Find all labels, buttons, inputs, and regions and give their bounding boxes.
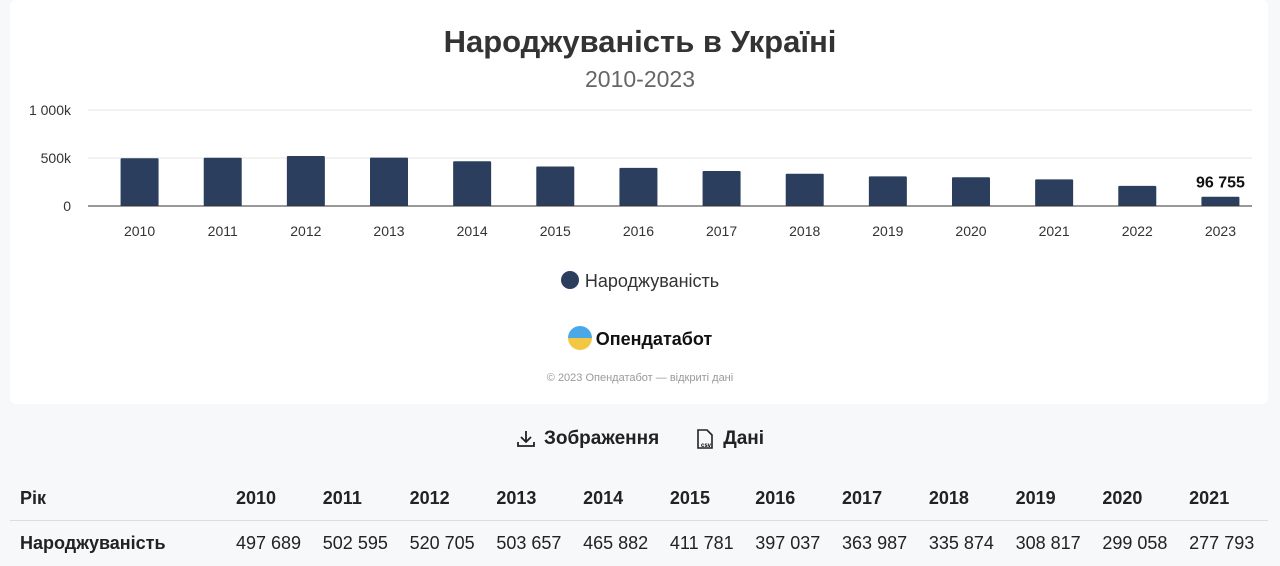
- x-tick-label: 2023: [1205, 223, 1236, 239]
- column-header: 2014: [575, 478, 662, 521]
- column-header: 2016: [747, 478, 835, 521]
- bar-2020[interactable]: [952, 177, 990, 206]
- bar-2011[interactable]: [203, 157, 242, 206]
- bar-2010[interactable]: [120, 158, 159, 206]
- table-cell: 335 874: [928, 532, 994, 553]
- x-tick-label: 2022: [1122, 223, 1153, 239]
- x-tick-label: 2014: [457, 223, 488, 239]
- table-cell: 308 817: [1015, 532, 1081, 553]
- column-header: 2012: [401, 478, 489, 521]
- legend-label: Народжуваність: [584, 271, 720, 291]
- table-row: Народжуваність 497 689 502 595 520 705 503 6…: [10, 520, 1268, 566]
- table-cell: 411 781: [669, 532, 734, 553]
- x-tick-label: 2011: [208, 223, 238, 239]
- column-header: Рік: [10, 478, 228, 521]
- bar-2013[interactable]: [370, 157, 408, 206]
- y-tick-label: 1 000k: [29, 102, 72, 118]
- column-header: 2021: [1181, 478, 1268, 521]
- bar-2015[interactable]: [536, 166, 575, 206]
- table-cell: 363 987: [842, 532, 908, 553]
- table-cell: Народжуваність: [20, 532, 166, 553]
- download-data-label: Дані: [723, 428, 765, 449]
- bar-2018[interactable]: [785, 173, 824, 206]
- legend-dot-icon: [560, 271, 579, 289]
- table-cell: 299 058: [1102, 532, 1168, 553]
- x-tick-label: 2012: [290, 223, 321, 239]
- column-header: 2018: [920, 478, 1008, 521]
- table-cell: 397 037: [755, 532, 821, 553]
- logo-icon: [567, 326, 592, 350]
- x-tick-label: 2021: [1039, 223, 1070, 239]
- chart-title: Народжуваність в Україні: [443, 24, 837, 59]
- x-tick-label: 2010: [124, 223, 155, 239]
- x-tick-label: 2017: [706, 223, 737, 239]
- x-tick-label: 2020: [955, 223, 986, 239]
- y-tick-label: 0: [63, 198, 71, 214]
- x-tick-label: 2018: [789, 223, 820, 239]
- column-header: 2019: [1007, 478, 1095, 521]
- logo: Опендатабот: [0, 326, 1280, 350]
- column-header: 2015: [661, 478, 748, 521]
- table-cell: 503 657: [496, 532, 562, 553]
- bar-2014[interactable]: [453, 161, 492, 206]
- table-cell: 497 689: [236, 532, 302, 553]
- legend-item[interactable]: Народжуваність: [0, 271, 1280, 292]
- bar-2021[interactable]: [1035, 179, 1074, 206]
- logo-text: Опендатабот: [595, 329, 713, 349]
- y-tick-label: 500k: [41, 150, 72, 166]
- download-data-button[interactable]: csv Дані: [695, 428, 764, 450]
- x-tick-label: 2016: [623, 223, 654, 239]
- bar-chart: 0 500k 1 000k 2010 2011 2012 2013 2014 2015 2016 2…: [29, 102, 1252, 239]
- table-cell: 520 705: [409, 532, 475, 553]
- chart-subtitle: 2010-2023: [585, 66, 695, 92]
- bar-2022[interactable]: [1118, 185, 1157, 206]
- bar-2016[interactable]: [619, 167, 658, 206]
- download-image-button[interactable]: Зображення: [516, 428, 659, 450]
- bar-2019[interactable]: [868, 176, 907, 206]
- table-cell: 277 793: [1189, 532, 1255, 553]
- column-header: 2020: [1094, 478, 1182, 521]
- column-header: 2010: [228, 478, 315, 521]
- table-cell: 502 595: [322, 532, 388, 553]
- bar-2017[interactable]: [702, 171, 741, 206]
- column-header: 2017: [834, 478, 921, 521]
- table-cell: 465 882: [583, 532, 649, 553]
- csv-file-icon: csv: [697, 429, 713, 449]
- x-tick-label: 2013: [373, 223, 404, 239]
- bar-2023[interactable]: [1201, 196, 1240, 206]
- x-tick-label: 2015: [540, 223, 571, 239]
- column-header: 2013: [488, 478, 576, 521]
- data-table: Рік 2010 2011 2012 2013 2014 2015 2016 2017 2018 2…: [10, 478, 1268, 566]
- download-icon: [517, 431, 535, 447]
- bar-2012[interactable]: [286, 156, 325, 206]
- data-label: 96 755: [1196, 175, 1245, 192]
- svg-text:csv: csv: [701, 443, 712, 449]
- copyright: © 2023 Опендатабот — відкриті дані: [546, 372, 734, 384]
- x-tick-label: 2019: [872, 223, 903, 239]
- download-image-label: Зображення: [543, 428, 660, 449]
- column-header: 2011: [314, 478, 402, 521]
